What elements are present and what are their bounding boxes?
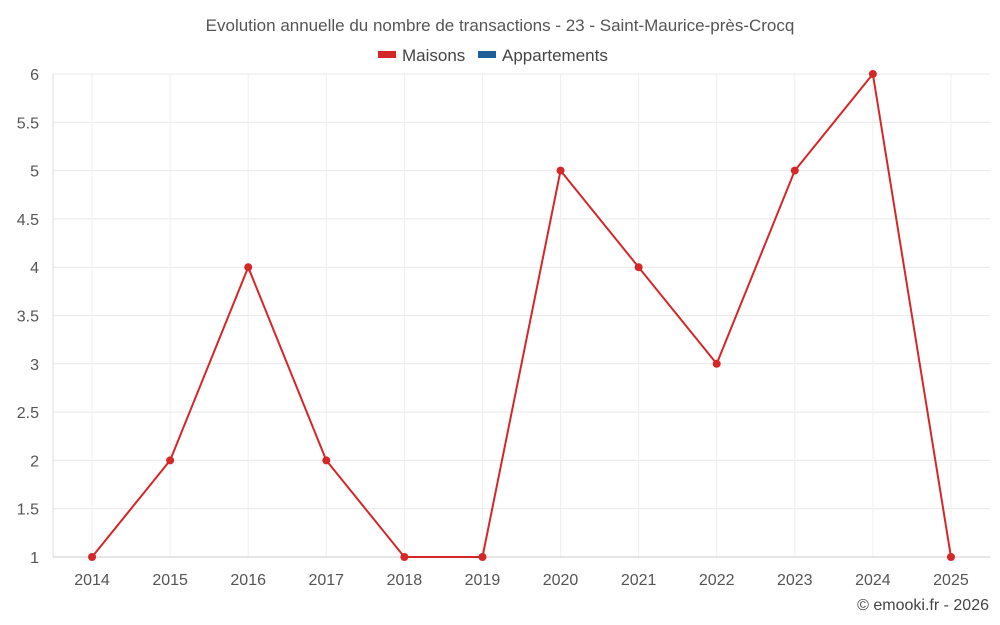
x-axis: 2014 2015 2016 2017 2018 2019 2020 2021 2022 2023…: [53, 556, 990, 589]
x-tick-label: 2020: [543, 572, 579, 589]
data-point[interactable]: [322, 456, 331, 465]
y-tick-label: 3.5: [17, 309, 39, 326]
data-point[interactable]: [244, 263, 253, 272]
chart-title: Evolution annuelle du nombre de transact…: [206, 16, 795, 35]
x-tick-label: 2023: [777, 572, 813, 589]
x-tick-label: 2022: [699, 572, 735, 589]
data-point[interactable]: [166, 456, 175, 465]
data-point[interactable]: [946, 553, 955, 561]
x-tick-label: 2025: [933, 572, 969, 589]
legend-item-maisons[interactable]: Maisons: [378, 46, 465, 65]
legend-item-appartements[interactable]: Appartements: [478, 46, 608, 65]
data-point[interactable]: [634, 263, 643, 272]
data-point[interactable]: [478, 553, 487, 561]
y-tick-label: 1.5: [17, 502, 39, 519]
y-tick-label: 3: [30, 357, 39, 374]
x-tick-label: 2021: [621, 572, 657, 589]
copyright-credit: © emooki.fr - 2026: [857, 597, 989, 614]
legend: Maisons Appartements: [378, 46, 608, 65]
y-axis: 1 1.5 2 2.5 3 3.5 4 4.5 5 5.5 6: [17, 67, 54, 567]
data-point[interactable]: [88, 553, 97, 561]
x-tick-label: 2018: [387, 572, 423, 589]
legend-swatch: [378, 51, 396, 58]
data-point[interactable]: [400, 553, 409, 561]
y-tick-label: 4: [30, 260, 39, 277]
gridlines: [53, 73, 990, 558]
data-point[interactable]: [712, 359, 721, 368]
series-line-maisons: [91, 73, 952, 558]
data-point[interactable]: [790, 166, 799, 175]
y-tick-label: 4.5: [17, 212, 39, 229]
y-tick-label: 5: [30, 164, 39, 181]
series-layer: [88, 70, 955, 561]
legend-label: Maisons: [402, 46, 465, 65]
y-tick-label: 2: [30, 453, 39, 470]
x-tick-label: 2015: [152, 572, 188, 589]
x-tick-label: 2024: [855, 572, 891, 589]
x-tick-label: 2017: [308, 572, 344, 589]
y-tick-label: 6: [30, 67, 39, 84]
legend-swatch: [478, 51, 496, 58]
x-tick-label: 2014: [74, 572, 110, 589]
data-point[interactable]: [556, 166, 565, 175]
y-tick-label: 1: [30, 550, 39, 567]
x-tick-label: 2019: [465, 572, 501, 589]
y-tick-label: 5.5: [17, 115, 39, 132]
data-point[interactable]: [868, 70, 877, 78]
y-tick-label: 2.5: [17, 405, 39, 422]
x-tick-label: 2016: [230, 572, 266, 589]
legend-label: Appartements: [502, 46, 608, 65]
